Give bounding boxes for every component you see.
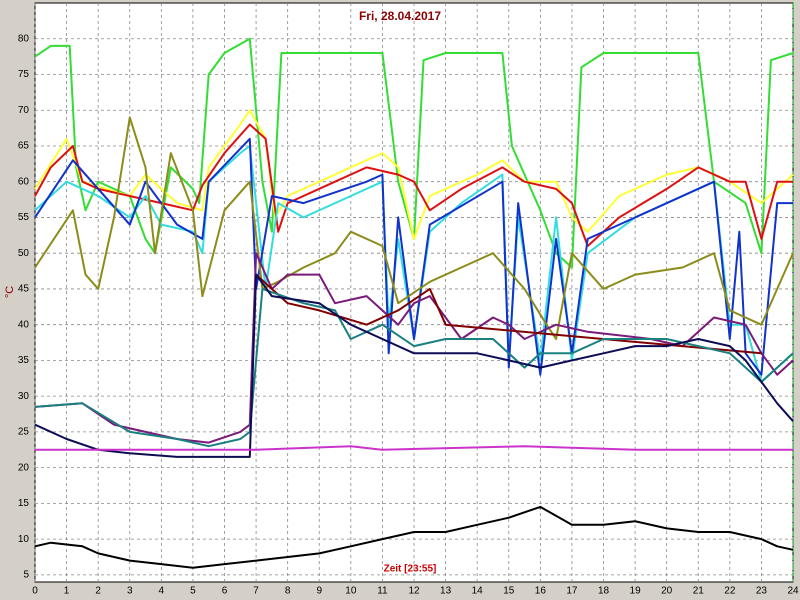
y-tick-label: 45 [18, 284, 30, 295]
y-tick-label: 35 [18, 355, 30, 366]
data-line [35, 445, 793, 451]
y-tick-label: 25 [18, 427, 30, 438]
y-tick-label: 15 [18, 498, 30, 509]
x-tick-label: 9 [316, 586, 322, 597]
y-tick-label: 60 [18, 176, 30, 187]
y-tick-label: 55 [18, 212, 30, 223]
data-line [255, 273, 762, 355]
x-tick-label: 22 [724, 586, 736, 597]
y-tick-label: 5 [23, 569, 29, 580]
data-line [34, 273, 794, 458]
data-line [34, 37, 794, 269]
x-tick-label: 18 [598, 586, 610, 597]
x-tick-label: 2 [95, 586, 101, 597]
x-tick-label: 12 [408, 586, 420, 597]
chart-title: Fri, 28.04.2017 [359, 9, 441, 23]
x-tick-label: 8 [285, 586, 291, 597]
x-tick-label: 0 [32, 586, 38, 597]
x-tick-label: 21 [693, 586, 705, 597]
y-tick-label: 65 [18, 141, 30, 152]
y-tick-label: 50 [18, 248, 30, 259]
x-tick-label: 17 [566, 586, 578, 597]
data-line [34, 137, 793, 376]
y-tick-label: 10 [18, 534, 30, 545]
y-tick-label: 40 [18, 319, 30, 330]
y-axis-label: °C [4, 286, 16, 298]
x-tick-label: 13 [440, 586, 452, 597]
x-tick-label: 23 [756, 586, 768, 597]
x-tick-label: 3 [127, 586, 133, 597]
data-line [34, 287, 794, 448]
data-line [34, 109, 794, 240]
y-tick-label: 70 [18, 105, 30, 116]
x-tick-label: 4 [159, 586, 165, 597]
x-tick-label: 10 [345, 586, 357, 597]
x-axis-label: Zeit [23:55] [384, 564, 437, 575]
x-tick-label: 15 [503, 586, 515, 597]
y-tick-label: 20 [18, 462, 30, 473]
y-tick-label: 75 [18, 69, 30, 80]
x-tick-label: 14 [472, 586, 484, 597]
x-tick-label: 6 [222, 586, 228, 597]
x-tick-label: 5 [190, 586, 196, 597]
data-line [34, 505, 794, 569]
y-tick-label: 80 [18, 33, 30, 44]
x-tick-label: 11 [377, 586, 388, 597]
x-tick-label: 7 [253, 586, 259, 597]
x-tick-label: 19 [630, 586, 642, 597]
x-tick-label: 24 [787, 586, 799, 597]
y-tick-label: 30 [18, 391, 30, 402]
x-tick-label: 16 [535, 586, 547, 597]
x-tick-label: 20 [661, 586, 673, 597]
x-tick-label: 1 [64, 586, 70, 597]
data-line [34, 116, 794, 340]
